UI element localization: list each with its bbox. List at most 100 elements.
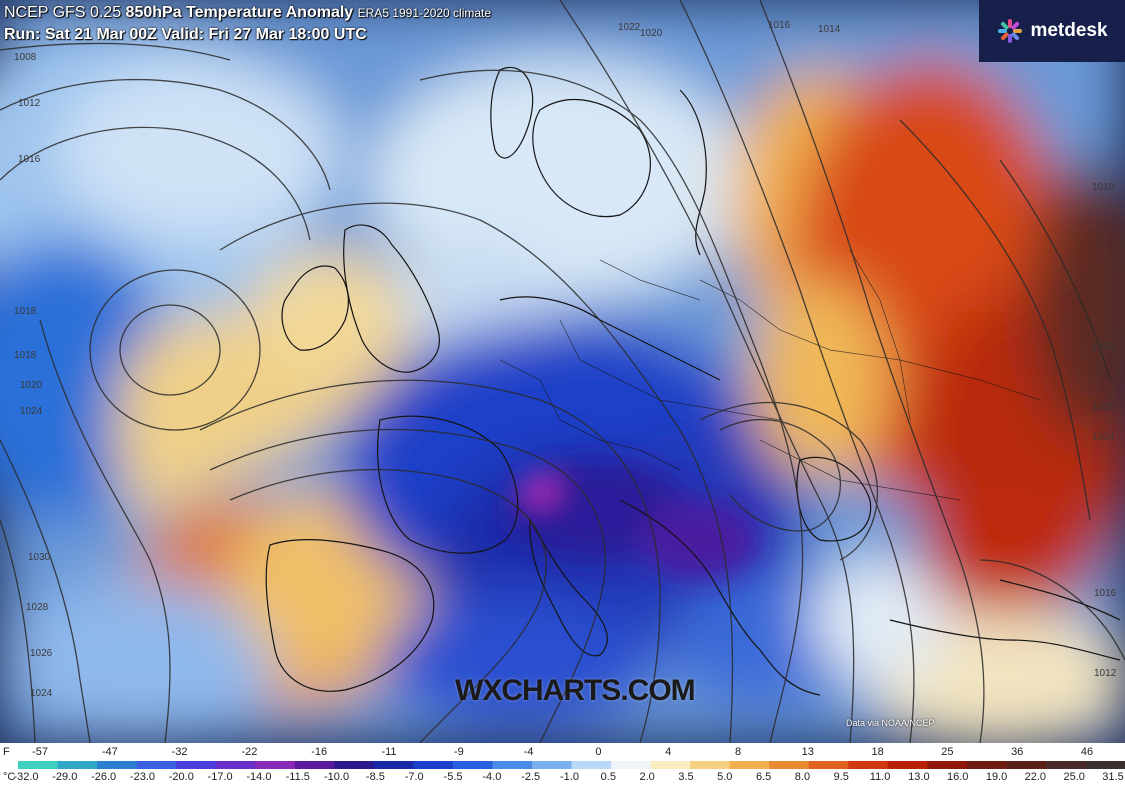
isobar-label: 1024	[20, 406, 43, 417]
legend-unit-fahrenheit: F	[3, 746, 10, 758]
color-legend: F °C -57 -47 -32 -22 -16 -11 -9 -4 0 4 8 13 18 25 36 46…	[0, 743, 1125, 787]
wxcharts-watermark: WXCHARTS.COM	[455, 674, 696, 707]
map-canvas: 1008 1012 1016 1018 1018 1020 1024 1030 …	[0, 0, 1125, 743]
legend-celsius-label: -23.0	[129, 771, 155, 783]
run-valid-time: Run: Sat 21 Mar 00Z Valid: Fri 27 Mar 18…	[4, 26, 367, 43]
legend-celsius-label: 19.0	[985, 771, 1008, 783]
legend-swatch	[966, 761, 1007, 769]
legend-swatch	[176, 761, 217, 769]
metdesk-logo: metdesk	[979, 0, 1125, 62]
isobar-label: 1028	[26, 602, 49, 613]
legend-swatch	[492, 761, 533, 769]
isobar-label: 1018	[14, 306, 37, 317]
legend-celsius-label: -5.5	[443, 771, 463, 783]
isobar-label: 1016	[18, 154, 41, 165]
parameter-name: 850hPa Temperature Anomaly	[125, 4, 354, 21]
legend-celsius-label: -11.5	[285, 771, 310, 783]
isobar-label: 1012	[18, 98, 41, 109]
legend-fahrenheit-label: -32	[171, 746, 188, 758]
legend-celsius-label: 13.0	[908, 771, 930, 783]
legend-swatch	[808, 761, 849, 769]
legend-swatch	[136, 761, 177, 769]
anomaly-map: 1008 1012 1016 1018 1018 1020 1024 1030 …	[0, 0, 1125, 743]
legend-fahrenheit-label: -22	[241, 746, 258, 758]
isobar-labels: 1008 1012 1016 1018 1018 1020 1024 1030 …	[14, 20, 1117, 699]
legend-fahrenheit-label: 46	[1080, 746, 1094, 758]
legend-celsius-label: 0.5	[600, 771, 616, 783]
legend-fahrenheit-labels: -57 -47 -32 -22 -16 -11 -9 -4 0 4 8 13 18 25 36 46	[18, 746, 1125, 760]
legend-swatch	[18, 761, 59, 769]
isobar-label: 1010	[1092, 182, 1115, 193]
isobar-label: 1006	[1092, 402, 1115, 413]
legend-celsius-label: 22.0	[1024, 771, 1047, 783]
legend-celsius-label: -17.0	[207, 771, 233, 783]
legend-celsius-label: 11.0	[869, 771, 891, 783]
isobar-label: 1022	[618, 22, 641, 33]
legend-swatch	[927, 761, 968, 769]
isobar-label: 1024	[30, 688, 53, 699]
isobar-label: 1026	[30, 648, 53, 659]
isobar-label: 1008	[1092, 342, 1115, 353]
isobar-label: 1030	[28, 552, 51, 563]
legend-swatch	[1006, 761, 1047, 769]
legend-celsius-labels: -32.0 -29.0 -26.0 -23.0 -20.0 -17.0 -14.0 -11.5…	[13, 771, 1125, 785]
isobar-label: 1016	[768, 20, 791, 31]
isobar-label: 1020	[20, 380, 43, 391]
legend-color-bar	[18, 761, 1125, 769]
legend-swatch	[611, 761, 652, 769]
coastlines	[265, 66, 1121, 696]
legend-celsius-label: 25.0	[1063, 771, 1085, 783]
model-name: NCEP GFS 0.25	[4, 4, 122, 21]
legend-swatch	[97, 761, 138, 769]
isobar-label: 1008	[14, 52, 37, 63]
legend-fahrenheit-label: -11	[381, 746, 397, 758]
legend-celsius-label: -1.0	[560, 771, 579, 783]
legend-fahrenheit-label: -16	[311, 746, 328, 758]
temperature-anomaly-field	[0, 0, 1125, 743]
legend-swatch	[294, 761, 335, 769]
legend-celsius-label: -14.0	[246, 771, 272, 783]
legend-swatch	[650, 761, 691, 769]
legend-celsius-label: -20.0	[168, 771, 194, 783]
legend-swatch	[729, 761, 770, 769]
legend-fahrenheit-label: 8	[734, 746, 742, 758]
legend-swatch	[531, 761, 572, 769]
legend-swatch	[215, 761, 256, 769]
legend-swatch	[1045, 761, 1086, 769]
legend-celsius-label: -2.5	[521, 771, 541, 783]
legend-celsius-label: -10.0	[324, 771, 350, 783]
legend-celsius-label: 3.5	[678, 771, 694, 783]
legend-celsius-label: -7.0	[404, 771, 424, 783]
legend-swatch	[571, 761, 612, 769]
legend-celsius-label: 6.5	[755, 771, 772, 783]
legend-unit-celsius: °C	[3, 771, 16, 783]
isobars	[0, 0, 1125, 743]
legend-fahrenheit-label: 25	[941, 746, 954, 758]
legend-celsius-label: 8.0	[794, 771, 811, 783]
legend-swatch	[1085, 761, 1125, 769]
isobar-label: 1018	[14, 350, 37, 361]
legend-swatch	[334, 761, 375, 769]
metdesk-star-logo-icon	[998, 19, 1023, 43]
legend-celsius-label: 16.0	[946, 771, 969, 783]
legend-celsius-label: -4.0	[482, 771, 502, 783]
legend-swatch	[887, 761, 928, 769]
cold-core	[510, 460, 760, 580]
legend-celsius-label: -26.0	[91, 771, 117, 783]
legend-celsius-label: 5.0	[717, 771, 733, 783]
legend-swatch	[373, 761, 414, 769]
legend-swatch	[848, 761, 889, 769]
legend-fahrenheit-label: -57	[32, 746, 48, 758]
isobar-label: 1004	[1092, 432, 1115, 443]
legend-swatch	[413, 761, 454, 769]
legend-fahrenheit-label: 0	[595, 746, 602, 758]
legend-celsius-label: -8.5	[365, 771, 385, 783]
isobar-label: 1020	[640, 28, 663, 39]
legend-celsius-label: -29.0	[52, 771, 78, 783]
legend-fahrenheit-label: 13	[801, 746, 814, 758]
legend-fahrenheit-label: 18	[871, 746, 884, 758]
legend-fahrenheit-label: -9	[453, 746, 464, 758]
legend-fahrenheit-label: 4	[665, 746, 672, 758]
legend-swatch	[452, 761, 493, 769]
legend-fahrenheit-label: -47	[101, 746, 118, 758]
